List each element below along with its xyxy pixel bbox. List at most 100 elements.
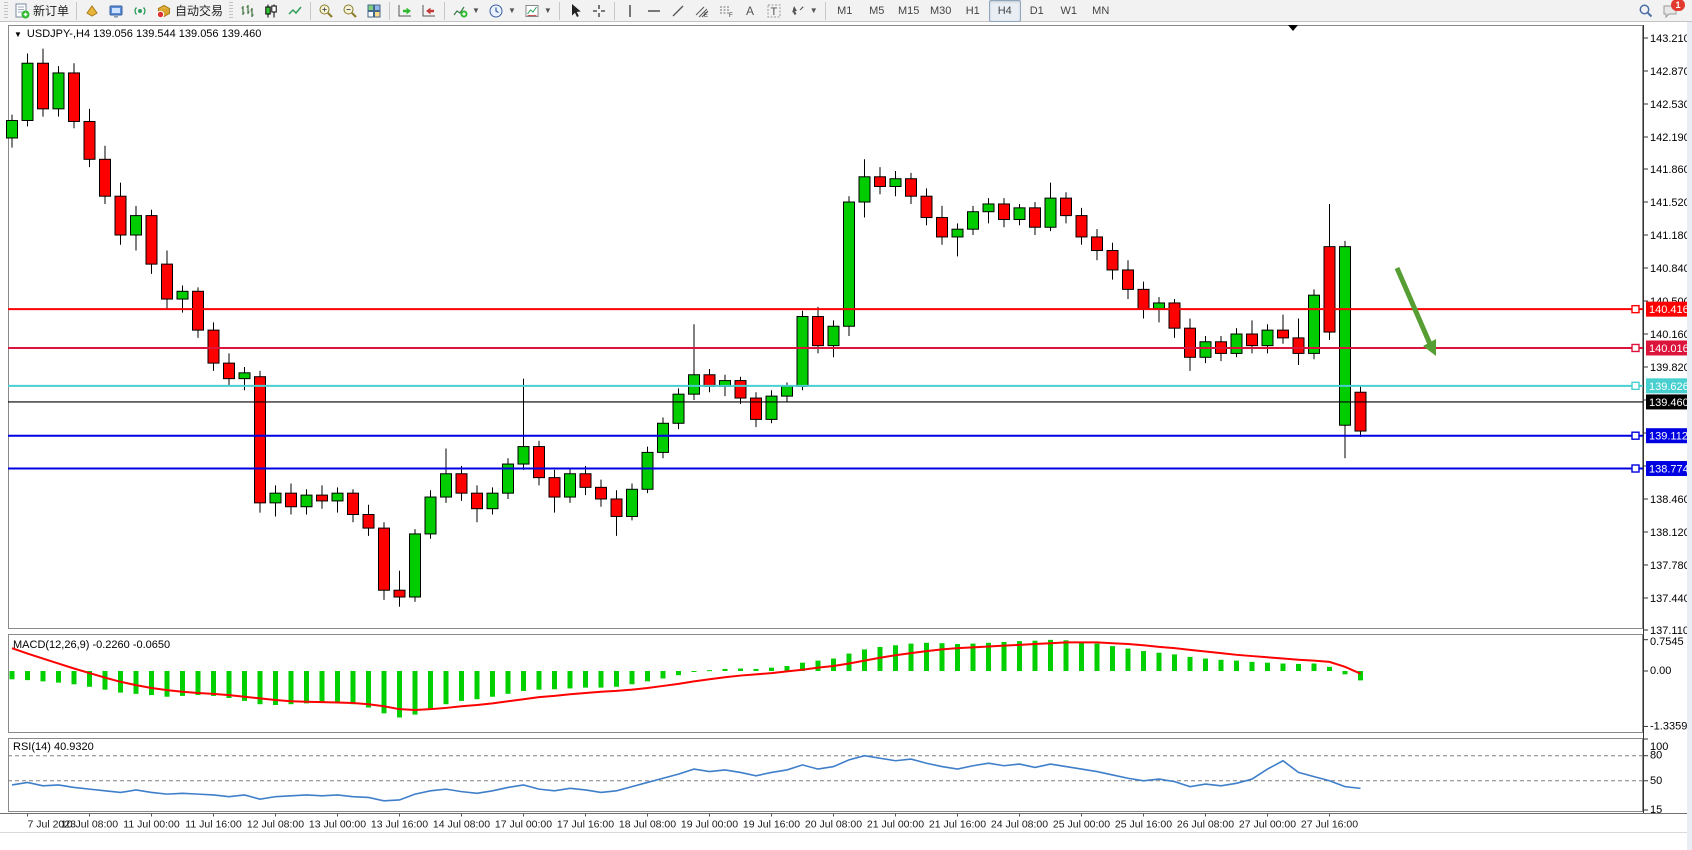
line-handle[interactable] [1631, 343, 1640, 353]
auto-scroll-button[interactable] [393, 0, 417, 22]
line-handle[interactable] [1631, 381, 1640, 391]
timeframe-button-H4[interactable]: H4 [988, 0, 1021, 22]
line-handle[interactable] [1631, 304, 1640, 314]
bear-candle [83, 120, 96, 160]
macd-histogram-bar [1234, 660, 1239, 671]
horizontal-line-object[interactable] [8, 381, 1643, 391]
bull-candle [331, 492, 344, 502]
toolbar-separator [76, 1, 78, 20]
autotrading-button[interactable]: 自动交易 [152, 0, 227, 22]
chart-shift-button[interactable] [417, 0, 441, 22]
cursor-button[interactable] [563, 0, 587, 22]
timeframe-button-MN[interactable]: MN [1092, 4, 1110, 17]
macd-histogram-bar [288, 671, 294, 705]
macd-histogram-bar [1327, 666, 1332, 671]
chart-title-text: USDJPY-,H4 139.056 139.544 139.056 139.4… [26, 28, 262, 40]
svg-text:140.016: 140.016 [1649, 343, 1689, 355]
notifications-button[interactable]: 1 [1658, 0, 1685, 22]
price-axis-tick: 137.110 [1650, 625, 1689, 637]
toolbar-separator [389, 1, 391, 20]
autotrading-label: 自动交易 [175, 4, 224, 18]
bull-candle [889, 178, 902, 187]
svg-text:140.416: 140.416 [1649, 304, 1689, 316]
macd-histogram-bar [381, 671, 387, 714]
macd-histogram-bar [226, 671, 232, 698]
macd-histogram-bar [1172, 654, 1177, 671]
new-order-button[interactable]: 新订单 [10, 0, 73, 22]
metaeditor-button[interactable] [104, 0, 128, 22]
bear-candle [455, 473, 468, 494]
line-handle[interactable] [1631, 464, 1640, 473]
timeframe-button-W1[interactable]: W1 [1060, 4, 1077, 17]
periods-button[interactable]: ▼ [484, 0, 520, 22]
clock-icon [489, 4, 503, 17]
bull-candle [517, 446, 530, 465]
crosshair-button[interactable] [587, 0, 611, 22]
bull-candle [982, 203, 995, 213]
time-axis-label: 24 Jul 08:00 [991, 819, 1048, 831]
line-handle[interactable] [1631, 431, 1640, 440]
bear-candle [207, 329, 220, 364]
search-button[interactable] [1634, 0, 1658, 22]
macd-histogram-bar [428, 671, 433, 710]
timeframe-button-M15[interactable]: M15 [898, 4, 920, 17]
zoom-in-button[interactable] [314, 0, 338, 22]
text-button[interactable]: A [738, 0, 762, 22]
auto-scroll-icon [398, 4, 412, 16]
macd-histogram-bar [986, 642, 991, 671]
chart-shift-icon [422, 4, 436, 16]
time-axis-label: 19 Jul 00:00 [681, 819, 738, 831]
chart-bars-button[interactable] [235, 0, 259, 22]
toolbar-separator [824, 1, 826, 20]
bull-candle [176, 290, 189, 300]
timeframe-button-H1[interactable]: H1 [965, 4, 980, 17]
macd-histogram-bar [1001, 641, 1007, 671]
timeframe-button-M5[interactable]: M5 [869, 4, 885, 17]
macd-histogram-bar [490, 671, 495, 697]
window-edge-strip [1687, 22, 1692, 850]
arrows-tool-button[interactable]: ▼ [786, 0, 822, 22]
macd-histogram-bar [459, 671, 464, 701]
tile-windows-button[interactable] [362, 0, 386, 22]
mql-community-button[interactable] [80, 0, 104, 22]
timeframe-button-M30[interactable]: M30 [930, 4, 952, 17]
bear-candle [1277, 329, 1289, 339]
time-axis-label: 19 Jul 16:00 [743, 819, 800, 831]
timeframe-button-D1[interactable]: D1 [1029, 4, 1044, 17]
fibonacci-button[interactable]: F [714, 0, 738, 22]
bear-candle [1106, 250, 1119, 271]
trendline-button[interactable] [666, 0, 690, 22]
macd-histogram-bar [1094, 643, 1100, 671]
indicators-button[interactable]: ▼ [448, 0, 484, 22]
zoom-out-button[interactable] [338, 0, 362, 22]
signals-button[interactable] [128, 0, 152, 22]
chart-line-button[interactable] [283, 0, 307, 22]
templates-button[interactable]: ▼ [520, 0, 556, 22]
horizontal-line-object[interactable] [8, 304, 1643, 314]
horizontal-line-object[interactable] [8, 464, 1643, 473]
bull-candle [1308, 294, 1320, 354]
bull-candle [269, 492, 282, 504]
cursor-icon [571, 3, 581, 17]
chart-shift-marker[interactable] [1288, 25, 1298, 31]
bear-candle [362, 514, 375, 529]
horizontal-line-icon [647, 9, 660, 12]
text-label-button[interactable]: T [762, 0, 786, 22]
horizontal-line-object[interactable] [8, 343, 1643, 353]
horizontal-line-object[interactable] [8, 431, 1643, 440]
timeframe-button-M1[interactable]: M1 [837, 4, 853, 17]
bull-candle [564, 473, 576, 498]
candles-group [6, 48, 1367, 607]
equidistant-channel-button[interactable]: E [690, 0, 714, 22]
arrow-annotation[interactable] [1394, 267, 1436, 356]
price-axis-tick: 140.160 [1650, 329, 1690, 341]
bull-candle [502, 463, 514, 494]
svg-text:139.460: 139.460 [1649, 397, 1689, 409]
chart-candles-button[interactable] [259, 0, 283, 22]
bear-candle [471, 492, 483, 510]
vertical-line-button[interactable] [618, 0, 642, 22]
horizontal-line-button[interactable] [642, 0, 666, 22]
macd-histogram-bar [552, 671, 557, 690]
macd-histogram-bar [1156, 652, 1162, 671]
